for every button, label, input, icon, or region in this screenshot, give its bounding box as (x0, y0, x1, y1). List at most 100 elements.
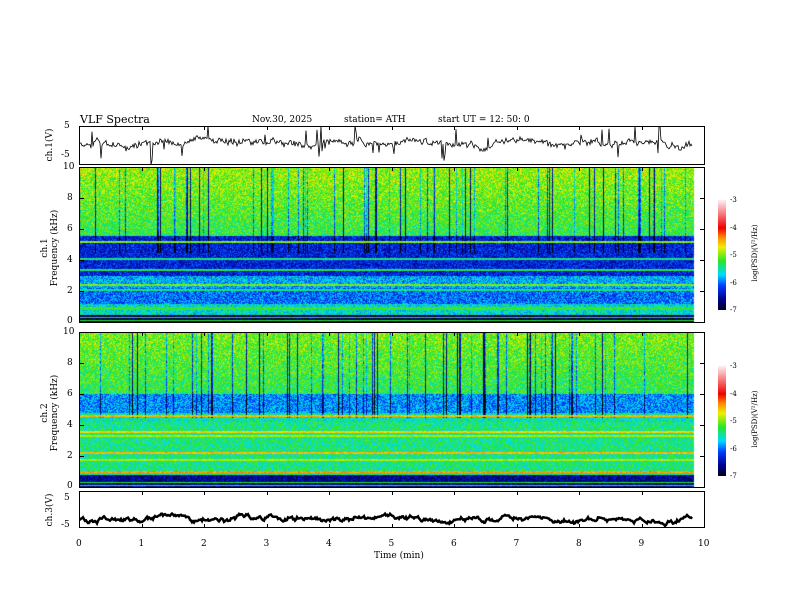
colorbar-tick-label: -4 (730, 389, 737, 398)
x-tick-label: 2 (201, 539, 207, 549)
x-tick-mark (516, 126, 518, 130)
y-tick-mark (700, 260, 705, 261)
x-tick-mark (204, 332, 205, 336)
y-tick-mark (79, 363, 84, 364)
y-tick-mark (700, 291, 705, 292)
x-tick-mark (204, 126, 205, 130)
x-tick-mark (704, 167, 705, 171)
x-tick-mark (641, 332, 643, 336)
ch3-ylabel: ch.3(V) (45, 493, 55, 527)
x-tick-mark (454, 491, 455, 495)
x-tick-mark (516, 167, 518, 171)
ch1-ylabel: ch.1(V) (45, 128, 55, 162)
x-tick-mark (79, 491, 80, 495)
y-tick-label: 10 (63, 327, 75, 337)
ch1-spec-ylabel: ch.1 Frequency (kHz) (40, 208, 60, 288)
x-tick-mark (141, 126, 143, 130)
x-tick-mark (79, 332, 80, 336)
y-tick-mark (700, 363, 705, 364)
y-tick-mark (79, 322, 84, 323)
y-tick-label: 4 (67, 255, 73, 265)
x-tick-mark (454, 167, 455, 171)
ch1-ytick-5: 5 (64, 121, 70, 131)
station-label: station= ATH (344, 115, 406, 125)
ch1-spectrogram (79, 167, 705, 322)
y-tick-label: 10 (63, 162, 75, 172)
y-tick-mark (79, 332, 84, 333)
ch3-trace-plot (79, 511, 693, 528)
x-tick-label: 3 (263, 539, 270, 549)
y-tick-mark (79, 487, 84, 488)
x-tick-mark (204, 167, 205, 171)
x-tick-mark (454, 126, 455, 130)
ch1-ytick-neg5: -5 (61, 150, 70, 160)
y-tick-mark (79, 456, 84, 457)
x-tick-mark (516, 332, 518, 336)
x-tick-mark (79, 167, 80, 171)
x-tick-mark (704, 491, 705, 495)
colorbar-tick-label: -3 (730, 362, 737, 370)
x-tick-mark (641, 491, 643, 495)
x-tick-mark (141, 491, 143, 495)
y-tick-mark (700, 322, 705, 323)
x-tick-mark (266, 491, 268, 495)
y-tick-mark (700, 456, 705, 457)
colorbar-tick-label: -3 (730, 196, 737, 204)
x-tick-mark (454, 524, 455, 528)
x-tick-mark (579, 167, 580, 171)
figure-title: VLF Spectra (80, 113, 150, 126)
y-tick-label: 8 (67, 193, 73, 203)
freq-label: Frequency (kHz) (50, 374, 60, 452)
x-tick-label: 0 (76, 539, 82, 549)
ch1-trace-plot (79, 126, 693, 165)
y-tick-label: 6 (67, 389, 73, 399)
x-tick-mark (329, 167, 330, 171)
x-tick-mark (204, 524, 205, 528)
colorbar-tick-label: -7 (730, 306, 737, 314)
x-tick-mark (391, 167, 393, 171)
x-tick-mark (516, 491, 518, 495)
y-tick-mark (79, 425, 84, 426)
y-tick-mark (79, 229, 84, 230)
x-tick-mark (266, 332, 268, 336)
ch1-spectrogram-frame (79, 167, 705, 323)
x-tick-mark (141, 167, 143, 171)
freq-label: Frequency (kHz) (50, 209, 60, 287)
x-tick-mark (266, 126, 268, 130)
x-tick-mark (391, 126, 393, 130)
x-tick-label: 5 (388, 539, 395, 549)
colorbar-tick-label: -4 (730, 223, 737, 232)
y-tick-mark (700, 425, 705, 426)
y-tick-label: 4 (67, 420, 73, 430)
y-tick-mark (700, 229, 705, 230)
ch1-colorbar (718, 200, 726, 310)
y-tick-label: 8 (67, 358, 73, 368)
x-tick-mark (141, 332, 143, 336)
ch2-colorbar-label: log(PSD)(V²/Hz) (751, 390, 759, 448)
y-tick-mark (79, 291, 84, 292)
x-tick-mark (329, 332, 330, 336)
ch3-ytick-neg5: -5 (61, 520, 70, 530)
y-tick-mark (700, 332, 705, 333)
x-tick-label: 4 (326, 539, 332, 549)
x-tick-mark (329, 524, 330, 528)
x-tick-mark (704, 524, 705, 528)
date-label: Nov.30, 2025 (252, 115, 313, 125)
x-axis-label: Time (min) (374, 551, 424, 561)
y-tick-mark (700, 394, 705, 395)
y-tick-label: 0 (67, 481, 73, 491)
trace-line (79, 126, 693, 165)
x-tick-label: 1 (138, 539, 145, 549)
x-tick-label: 7 (513, 539, 520, 549)
x-tick-mark (266, 524, 268, 528)
ch1-label: ch.1 (40, 238, 50, 258)
trace-line (79, 511, 693, 528)
y-tick-mark (79, 260, 84, 261)
x-tick-label: 9 (638, 539, 645, 549)
x-tick-mark (391, 332, 393, 336)
x-tick-mark (329, 126, 330, 130)
x-tick-mark (204, 491, 205, 495)
colorbar-tick-label: -7 (730, 472, 737, 480)
y-tick-label: 2 (67, 451, 73, 461)
